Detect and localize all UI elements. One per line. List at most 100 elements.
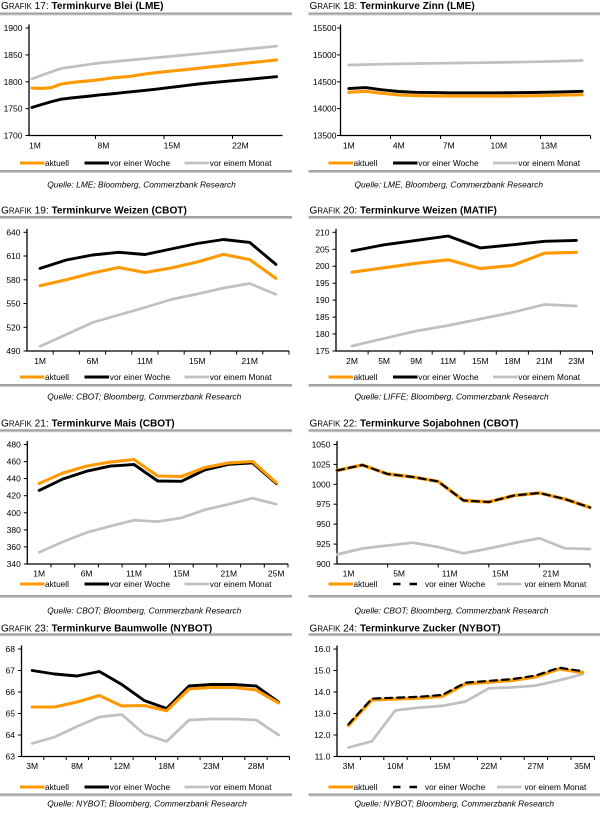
svg-text:15500: 15500 — [313, 23, 337, 33]
svg-text:Quelle: CBOT; Bloomberg, Comme: Quelle: CBOT; Bloomberg, Commerzbank Res… — [47, 392, 241, 402]
svg-text:vor einer Woche: vor einer Woche — [110, 372, 171, 382]
svg-text:vor einem Monat: vor einem Monat — [210, 158, 272, 168]
svg-text:1000: 1000 — [312, 479, 331, 489]
svg-text:Quelle: NYBOT; Bloomberg, Comm: Quelle: NYBOT; Bloomberg, Commerzbank Re… — [355, 799, 555, 809]
svg-text:1750: 1750 — [4, 104, 23, 114]
svg-text:15M: 15M — [492, 568, 509, 578]
svg-text:15M: 15M — [189, 356, 206, 366]
svg-text:400: 400 — [7, 508, 21, 518]
svg-text:GRAFIK 18: Terminkurve Zinn (L: GRAFIK 18: Terminkurve Zinn (LME) — [310, 1, 475, 12]
svg-text:GRAFIK 24: Terminkurve Zucker: GRAFIK 24: Terminkurve Zucker (NYBOT) — [310, 624, 501, 635]
svg-text:1800: 1800 — [4, 77, 23, 87]
svg-text:1M: 1M — [29, 140, 41, 150]
svg-text:vor einer Woche: vor einer Woche — [418, 158, 479, 168]
svg-text:27M: 27M — [527, 761, 544, 771]
svg-text:vor einem Monat: vor einem Monat — [518, 372, 580, 382]
svg-text:vor einem Monat: vor einem Monat — [525, 579, 587, 589]
svg-text:35M: 35M — [574, 761, 591, 771]
svg-text:1M: 1M — [343, 568, 355, 578]
svg-text:640: 640 — [6, 227, 20, 237]
svg-text:15M: 15M — [472, 356, 489, 366]
svg-text:8M: 8M — [97, 140, 109, 150]
svg-text:950: 950 — [316, 519, 330, 529]
svg-text:aktuell: aktuell — [354, 579, 378, 589]
svg-text:GRAFIK 23: Terminkurve Baumwol: GRAFIK 23: Terminkurve Baumwolle (NYBOT) — [1, 624, 212, 635]
svg-text:610: 610 — [6, 251, 20, 261]
svg-text:180: 180 — [315, 329, 329, 339]
svg-text:900: 900 — [316, 559, 330, 569]
svg-text:10M: 10M — [491, 140, 508, 150]
svg-text:13500: 13500 — [313, 131, 337, 141]
svg-text:190: 190 — [315, 295, 329, 305]
svg-text:210: 210 — [315, 227, 329, 237]
svg-text:1900: 1900 — [4, 23, 23, 33]
svg-text:18M: 18M — [158, 761, 175, 771]
svg-text:GRAFIK 22: Terminkurve Sojaboh: GRAFIK 22: Terminkurve Sojabohnen (CBOT) — [310, 419, 519, 430]
svg-text:vor einer Woche: vor einer Woche — [418, 372, 479, 382]
svg-text:GRAFIK 20: Terminkurve Weizen: GRAFIK 20: Terminkurve Weizen (MATIF) — [310, 205, 497, 216]
svg-text:420: 420 — [7, 491, 21, 501]
svg-text:22M: 22M — [481, 761, 498, 771]
svg-text:16.0: 16.0 — [314, 644, 331, 654]
svg-text:21M: 21M — [241, 356, 258, 366]
svg-text:14500: 14500 — [313, 77, 337, 87]
svg-text:aktuell: aktuell — [45, 782, 69, 792]
svg-text:195: 195 — [315, 278, 329, 288]
svg-text:13M: 13M — [541, 140, 558, 150]
svg-text:490: 490 — [6, 346, 20, 356]
svg-text:aktuell: aktuell — [45, 372, 69, 382]
svg-text:15M: 15M — [173, 568, 190, 578]
svg-text:GRAFIK 19: Terminkurve Weizen: GRAFIK 19: Terminkurve Weizen (CBOT) — [1, 205, 187, 216]
svg-text:12M: 12M — [114, 761, 131, 771]
svg-text:18M: 18M — [504, 356, 521, 366]
svg-text:6M: 6M — [87, 356, 99, 366]
svg-text:340: 340 — [7, 559, 21, 569]
svg-text:9M: 9M — [410, 356, 422, 366]
svg-text:480: 480 — [7, 440, 21, 450]
svg-text:15M: 15M — [164, 140, 181, 150]
svg-text:12.0: 12.0 — [314, 730, 331, 740]
svg-text:vor einer Woche: vor einer Woche — [110, 782, 171, 792]
svg-text:Quelle: CBOT; Bloomberg, Comme: Quelle: CBOT; Bloomberg, Commerzbank Res… — [355, 606, 549, 616]
svg-text:vor einer Woche: vor einer Woche — [110, 579, 171, 589]
svg-text:3M: 3M — [343, 761, 355, 771]
svg-text:Quelle: NYBOT; Bloomberg, Comm: Quelle: NYBOT; Bloomberg, Commerzbank Re… — [47, 799, 247, 809]
svg-text:205: 205 — [315, 244, 329, 254]
svg-text:360: 360 — [7, 542, 21, 552]
svg-text:6M: 6M — [81, 568, 93, 578]
svg-text:7M: 7M — [443, 140, 455, 150]
svg-text:vor einer Woche: vor einer Woche — [425, 579, 486, 589]
svg-text:8M: 8M — [71, 761, 83, 771]
svg-text:63: 63 — [6, 752, 16, 762]
svg-text:200: 200 — [315, 261, 329, 271]
svg-text:65: 65 — [6, 709, 16, 719]
svg-text:aktuell: aktuell — [354, 782, 378, 792]
svg-text:5M: 5M — [393, 568, 405, 578]
svg-text:GRAFIK 17: Terminkurve Blei (L: GRAFIK 17: Terminkurve Blei (LME) — [1, 1, 163, 12]
svg-text:68: 68 — [6, 644, 16, 654]
svg-text:28M: 28M — [248, 761, 265, 771]
svg-text:aktuell: aktuell — [354, 158, 378, 168]
svg-text:440: 440 — [7, 474, 21, 484]
svg-text:15000: 15000 — [313, 50, 337, 60]
svg-text:1025: 1025 — [312, 459, 331, 469]
svg-text:11M: 11M — [126, 568, 142, 578]
svg-text:15.0: 15.0 — [314, 666, 331, 676]
svg-text:Quelle: LME, Bloomberg, Commer: Quelle: LME, Bloomberg, Commerzbank Rese… — [355, 180, 544, 190]
svg-text:11M: 11M — [440, 356, 456, 366]
svg-text:1850: 1850 — [4, 50, 23, 60]
svg-text:vor einem Monat: vor einem Monat — [518, 158, 580, 168]
svg-text:vor einem Monat: vor einem Monat — [210, 782, 272, 792]
svg-text:175: 175 — [315, 346, 329, 356]
svg-text:22M: 22M — [232, 140, 249, 150]
svg-text:975: 975 — [316, 499, 330, 509]
svg-text:1M: 1M — [343, 140, 355, 150]
svg-text:Quelle: LIFFE; Bloomberg, Comm: Quelle: LIFFE; Bloomberg, Commerzbank Re… — [355, 392, 549, 402]
svg-text:460: 460 — [7, 457, 21, 467]
svg-text:14.0: 14.0 — [314, 687, 331, 697]
svg-text:21M: 21M — [543, 568, 560, 578]
svg-text:aktuell: aktuell — [354, 372, 378, 382]
svg-text:21M: 21M — [536, 356, 553, 366]
svg-text:3M: 3M — [26, 761, 38, 771]
svg-text:11M: 11M — [442, 568, 458, 578]
